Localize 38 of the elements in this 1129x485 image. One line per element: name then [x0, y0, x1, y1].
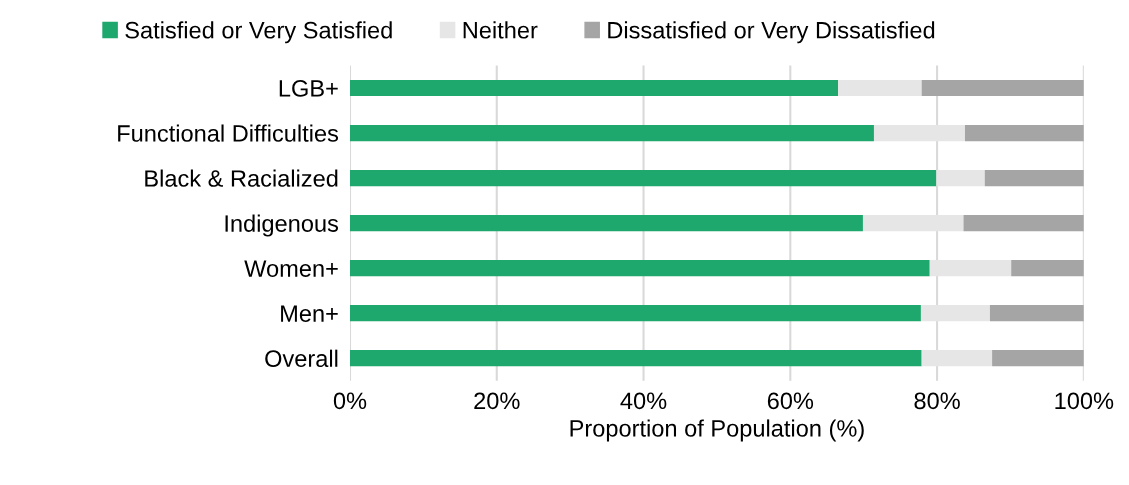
bar	[349, 350, 922, 367]
x-tick-label: 100%	[1055, 392, 1114, 410]
y-tick-label: Indigenous	[225, 214, 339, 237]
bar	[349, 124, 874, 142]
legend-label: Dissatisfied or Very Dissatisfied	[608, 21, 935, 44]
bar	[929, 260, 1012, 277]
x-tick-label: 60%	[767, 392, 814, 410]
bar	[964, 124, 1084, 142]
bar	[862, 214, 964, 232]
y-tick-label: Black & Racialized	[145, 169, 338, 187]
x-axis-title: Proportion of Population (%)	[570, 419, 864, 442]
bar	[349, 214, 863, 232]
bar	[921, 79, 1084, 97]
bar	[920, 305, 990, 322]
bar	[838, 79, 922, 97]
legend-label: Neither	[463, 21, 538, 39]
y-tick-label: Overall	[265, 349, 338, 367]
bar	[921, 350, 993, 367]
bar	[984, 169, 1084, 187]
bar	[963, 214, 1084, 232]
x-tick-label: 20%	[474, 392, 520, 410]
y-tick-label: Men+	[281, 305, 338, 322]
legend-label: Satisfied or Very Satisfied	[125, 21, 392, 44]
bar	[992, 350, 1084, 367]
y-tick-label: LGB+	[279, 80, 338, 97]
x-tick-label: 0%	[333, 392, 367, 410]
x-tick-label: 40%	[620, 392, 667, 410]
y-tick-label: Functional Difficulties	[118, 124, 339, 142]
x-tick-label: 80%	[914, 392, 960, 410]
bar	[349, 305, 921, 322]
bar	[1011, 260, 1084, 277]
bar	[349, 260, 930, 277]
bar	[349, 79, 838, 97]
bar	[936, 169, 985, 187]
y-tick-label: Women+	[244, 260, 338, 277]
bar	[873, 124, 965, 142]
bar	[989, 305, 1084, 322]
bar	[349, 169, 937, 187]
